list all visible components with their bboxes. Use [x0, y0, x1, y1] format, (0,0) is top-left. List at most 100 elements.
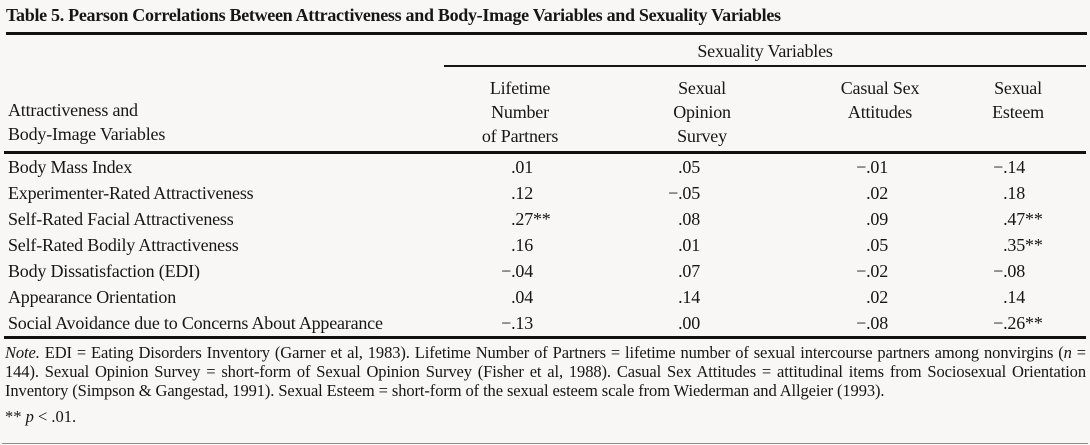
- note-text: = 144). Sexual Opinion Survey = short-fo…: [5, 343, 1086, 400]
- table-note: Note. EDI = Eating Disorders Inventory (…: [5, 343, 1086, 400]
- cell-value: .14: [950, 284, 1086, 310]
- note-text: EDI = Eating Disorders Inventory (Garner…: [39, 343, 1064, 362]
- column-header-sexual-opinion: Sexual Opinion Survey: [612, 66, 792, 154]
- correlation-value: −.26: [993, 312, 1026, 333]
- footnote-text: < .01.: [33, 407, 77, 426]
- footnote-stars: **: [5, 407, 26, 426]
- table-row: Body Dissatisfaction (EDI) −.04 .07 −.02…: [4, 258, 1086, 284]
- correlation-value: −.02: [856, 260, 888, 281]
- row-label: Body Mass Index: [8, 156, 132, 177]
- correlation-value: −.13: [501, 312, 533, 333]
- spanner-row: Attractiveness and Body-Image Variables …: [4, 35, 1087, 154]
- cell-value: .01: [612, 232, 792, 258]
- correlation-value: .09: [866, 208, 888, 229]
- correlation-value: .02: [866, 286, 888, 307]
- column-header-line: Sexual: [678, 78, 726, 98]
- cell-value: .00: [612, 310, 792, 339]
- cell-value: −.04: [444, 258, 612, 284]
- correlation-value: .01: [678, 234, 700, 255]
- column-header-line: Opinion: [673, 102, 731, 122]
- correlation-value: .08: [678, 208, 700, 229]
- note-label: Note.: [5, 343, 40, 362]
- correlation-value: .05: [866, 234, 888, 255]
- correlation-value: −.08: [856, 312, 888, 333]
- cell-value: .08: [612, 206, 792, 232]
- cell-value: −.02: [792, 258, 950, 284]
- correlation-value: .47: [1003, 208, 1026, 229]
- correlation-value: .04: [511, 286, 533, 307]
- cell-value: .02: [792, 180, 950, 206]
- note-n-symbol: n: [1063, 343, 1072, 362]
- row-label: Social Avoidance due to Concerns About A…: [4, 310, 444, 339]
- column-header-row: Lifetime Number of Partners Sexual Opini…: [4, 66, 1087, 154]
- correlation-value: .02: [866, 182, 888, 203]
- correlation-value: .35: [1003, 234, 1026, 255]
- column-header-line: Esteem: [992, 102, 1044, 122]
- spanner-label: Sexuality Variables: [697, 41, 833, 61]
- column-header-line: Lifetime: [489, 78, 551, 98]
- cell-value: .18: [950, 180, 1086, 206]
- cell-value: −.08: [950, 258, 1086, 284]
- column-header-sexual-esteem: Sexual Esteem: [950, 66, 1087, 154]
- row-label: Appearance Orientation: [8, 286, 177, 307]
- correlation-table: Attractiveness and Body-Image Variables …: [4, 35, 1087, 339]
- correlation-value: .14: [1003, 286, 1026, 307]
- cell-value: .14: [612, 284, 792, 310]
- table-row: Self-Rated Bodily Attractiveness .16 .01…: [4, 232, 1086, 258]
- cell-value: .05: [792, 232, 950, 258]
- table-row: Appearance Orientation .04 .14 .02 .14: [4, 284, 1086, 310]
- cell-value: .01: [444, 153, 612, 181]
- cell-value: .47**: [1003, 208, 1043, 229]
- cell-value: .09: [792, 206, 950, 232]
- table-title: Table 5. Pearson Correlations Between At…: [6, 0, 1087, 35]
- cell-value: .35**: [1003, 234, 1043, 255]
- cell-value: .27**: [511, 208, 551, 229]
- correlation-value: −.01: [856, 156, 888, 177]
- column-header-lifetime-partners: Lifetime Number of Partners: [444, 66, 612, 154]
- cell-value: −.08: [792, 310, 950, 339]
- table-row: Experimenter-Rated Attractiveness .12 −.…: [4, 180, 1086, 206]
- correlation-value: .00: [678, 312, 700, 333]
- correlation-value: .05: [678, 156, 700, 177]
- correlation-value: .07: [678, 260, 700, 281]
- correlation-value: .27: [511, 208, 533, 229]
- cell-value: .02: [792, 284, 950, 310]
- correlation-value: .01: [511, 156, 533, 177]
- column-header-line: of Partners: [481, 126, 559, 146]
- footnote-p-symbol: p: [25, 407, 34, 426]
- table-row: Self-Rated Facial Attractiveness .27** .…: [4, 206, 1086, 232]
- cell-value: .12: [444, 180, 612, 206]
- correlation-value: −.14: [993, 156, 1026, 177]
- stub-header-line: Attractiveness and: [8, 100, 138, 120]
- cell-value: −.05: [612, 180, 792, 206]
- cell-value: .16: [444, 232, 612, 258]
- correlation-value: .18: [1003, 182, 1026, 203]
- column-header-line: Casual Sex: [840, 78, 920, 98]
- correlation-value: −.04: [501, 260, 533, 281]
- correlation-value: −.08: [993, 260, 1026, 281]
- row-label: Body Dissatisfaction (EDI): [8, 260, 200, 281]
- cell-value: .05: [612, 153, 792, 181]
- column-header-line: Attitudes: [847, 102, 913, 122]
- row-label: Self-Rated Facial Attractiveness: [8, 208, 234, 229]
- spanner-header: Sexuality Variables: [444, 35, 1087, 67]
- column-header-casual-sex: Casual Sex Attitudes: [792, 66, 950, 154]
- cell-value: −.26**: [950, 310, 1087, 339]
- correlation-value: .16: [511, 234, 533, 255]
- row-label: Experimenter-Rated Attractiveness: [8, 182, 254, 203]
- correlation-value: −.05: [668, 182, 700, 203]
- stub-header: Attractiveness and Body-Image Variables: [4, 35, 444, 154]
- row-label: Self-Rated Bodily Attractiveness: [8, 234, 239, 255]
- correlation-value: .12: [511, 182, 533, 203]
- cell-value: −.14: [950, 153, 1086, 181]
- cell-value: −.01: [792, 153, 950, 181]
- cell-value: .07: [612, 258, 792, 284]
- stub-header-line: Body-Image Variables: [8, 124, 166, 144]
- correlation-value: .14: [678, 286, 700, 307]
- cell-value: .04: [444, 284, 612, 310]
- table-row: Body Mass Index .01 .05 −.01 −.14: [4, 153, 1086, 181]
- bottom-rule-divider: [2, 443, 1088, 444]
- column-header-line: Number: [491, 102, 549, 122]
- column-header-line: Survey: [677, 126, 727, 146]
